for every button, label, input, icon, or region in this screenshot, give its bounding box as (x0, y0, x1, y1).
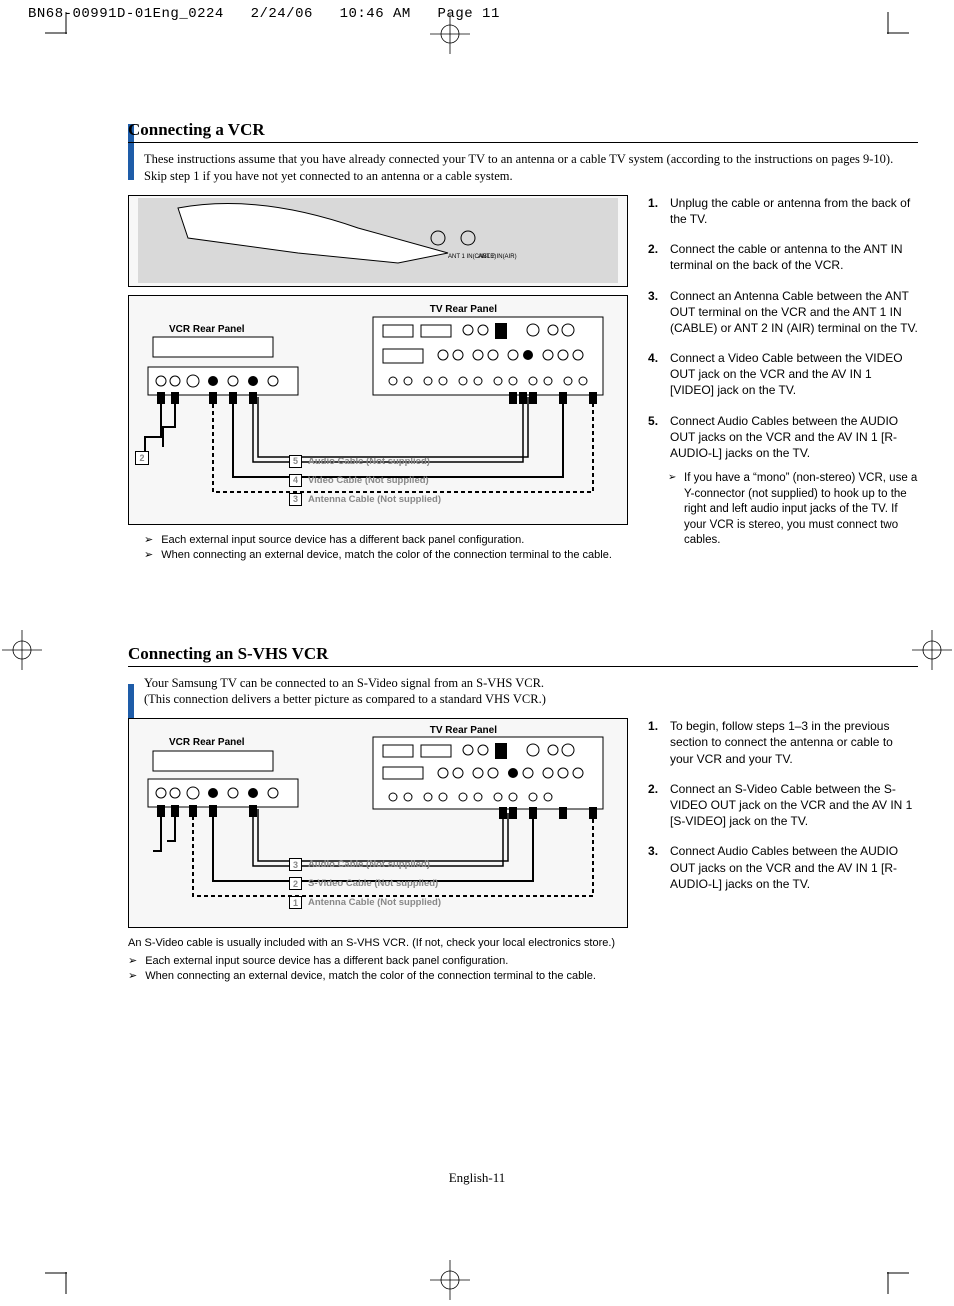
cable-labels: 5 Audio Cable (Not supplied) 4 Video Cable… (289, 455, 441, 506)
tv-rear-panel-label: TV Rear Panel (430, 725, 497, 736)
registration-mark-bottom (430, 1260, 470, 1304)
vcr-rear-panel-label: VCR Rear Panel (169, 737, 245, 748)
note: Each external input source device has a … (128, 954, 628, 969)
intro-line: Your Samsung TV can be connected to an S… (144, 676, 544, 690)
steps-column: To begin, follow steps 1–3 in the previo… (648, 718, 918, 984)
section-title: Connecting a VCR (128, 120, 265, 142)
step: Connect Audio Cables between the AUDIO O… (648, 843, 918, 892)
page-number: English-11 (449, 1170, 506, 1185)
cable-row: 4 Video Cable (Not supplied) (289, 474, 441, 487)
doc-time: 10:46 AM (340, 6, 411, 22)
step: Connect an S-Video Cable between the S-V… (648, 781, 918, 830)
step: To begin, follow steps 1–3 in the previo… (648, 718, 918, 767)
note: When connecting an external device, matc… (144, 548, 628, 563)
callout-3: 3 (289, 493, 302, 506)
cable-labels: 3 Audio Cable (Not supplied) 2 S-Video Cab… (289, 858, 441, 909)
diagram-column: ANT 1 IN(CABLE) ANT 2 IN(AIR) TV Rear Pa… (128, 195, 628, 564)
section-connecting-vcr: Connecting a VCR These instructions assu… (128, 120, 918, 564)
svhs-wiring-diagram: TV Rear Panel VCR Rear Panel (128, 718, 628, 928)
doc-date: 2/24/06 (251, 6, 313, 22)
section-title: Connecting an S-VHS VCR (128, 644, 328, 666)
cable-row: 2 S-Video Cable (Not supplied) (289, 877, 441, 890)
callout-5: 5 (289, 455, 302, 468)
registration-mark-top (430, 14, 470, 58)
crop-mark (45, 1272, 67, 1294)
cable-row: 3 Audio Cable (Not supplied) (289, 858, 441, 871)
cable-row: 1 Antenna Cable (Not supplied) (289, 896, 441, 909)
steps-list: To begin, follow steps 1–3 in the previo… (648, 718, 918, 892)
cable-label: Video Cable (Not supplied) (308, 475, 429, 486)
doc-id: BN68-00991D-01Eng_0224 (28, 6, 224, 22)
step: Connect an Antenna Cable between the ANT… (648, 288, 918, 337)
registration-mark-right (912, 630, 952, 674)
step: Connect the cable or antenna to the ANT … (648, 241, 918, 273)
registration-mark-left (2, 630, 42, 674)
steps-column: Unplug the cable or antenna from the bac… (648, 195, 918, 564)
cable-label: Antenna Cable (Not supplied) (308, 494, 441, 505)
tv-rear-panel-label: TV Rear Panel (430, 304, 497, 315)
page-footer: English-11 (0, 1170, 954, 1186)
cable-label: Audio Cable (Not supplied) (308, 859, 430, 870)
callout-3: 3 (289, 858, 302, 871)
cable-row: 5 Audio Cable (Not supplied) (289, 455, 441, 468)
diagram-notes: Each external input source device has a … (144, 533, 628, 564)
section-intro: These instructions assume that you have … (144, 151, 918, 185)
diagram-notes: An S-Video cable is usually included wit… (128, 936, 628, 984)
intro-line: (This connection delivers a better pictu… (144, 692, 546, 706)
crop-mark (887, 1272, 909, 1294)
diagram-column: TV Rear Panel VCR Rear Panel (128, 718, 628, 984)
section-header: Connecting a VCR (128, 120, 918, 143)
page-content: Connecting a VCR These instructions assu… (128, 120, 918, 1064)
crop-mark (887, 12, 909, 34)
callout-2: 2 (135, 451, 149, 465)
section-header: Connecting an S-VHS VCR (128, 644, 918, 667)
section-connecting-svhs: Connecting an S-VHS VCR Your Samsung TV … (128, 644, 918, 985)
vcr-hand-diagram: ANT 1 IN(CABLE) ANT 2 IN(AIR) (128, 195, 628, 287)
cable-label: Audio Cable (Not supplied) (308, 456, 430, 467)
vcr-rear-panel-label: VCR Rear Panel (169, 324, 245, 335)
step: Connect a Video Cable between the VIDEO … (648, 350, 918, 399)
cable-row: 3 Antenna Cable (Not supplied) (289, 493, 441, 506)
callout-4: 4 (289, 474, 302, 487)
note-prefix: An S-Video cable is usually included wit… (128, 936, 628, 951)
note: Each external input source device has a … (144, 533, 628, 548)
hand-antenna-illustration: ANT 1 IN(CABLE) ANT 2 IN(AIR) (138, 198, 618, 283)
callout-1: 1 (289, 896, 302, 909)
step: Unplug the cable or antenna from the bac… (648, 195, 918, 227)
svg-text:ANT 2 IN(AIR): ANT 2 IN(AIR) (478, 254, 517, 260)
callout-2: 2 (289, 877, 302, 890)
vcr-wiring-diagram: TV Rear Panel VCR Rear Panel 2 (128, 295, 628, 525)
substep: If you have a “mono” (non-stereo) VCR, u… (670, 471, 918, 549)
cable-label: S-Video Cable (Not supplied) (308, 878, 438, 889)
note: When connecting an external device, matc… (128, 969, 628, 984)
step: Connect Audio Cables between the AUDIO O… (648, 413, 918, 549)
steps-list: Unplug the cable or antenna from the bac… (648, 195, 918, 549)
section-intro: Your Samsung TV can be connected to an S… (144, 675, 918, 709)
step-text: Connect Audio Cables between the AUDIO O… (670, 414, 898, 460)
cable-label: Antenna Cable (Not supplied) (308, 897, 441, 908)
